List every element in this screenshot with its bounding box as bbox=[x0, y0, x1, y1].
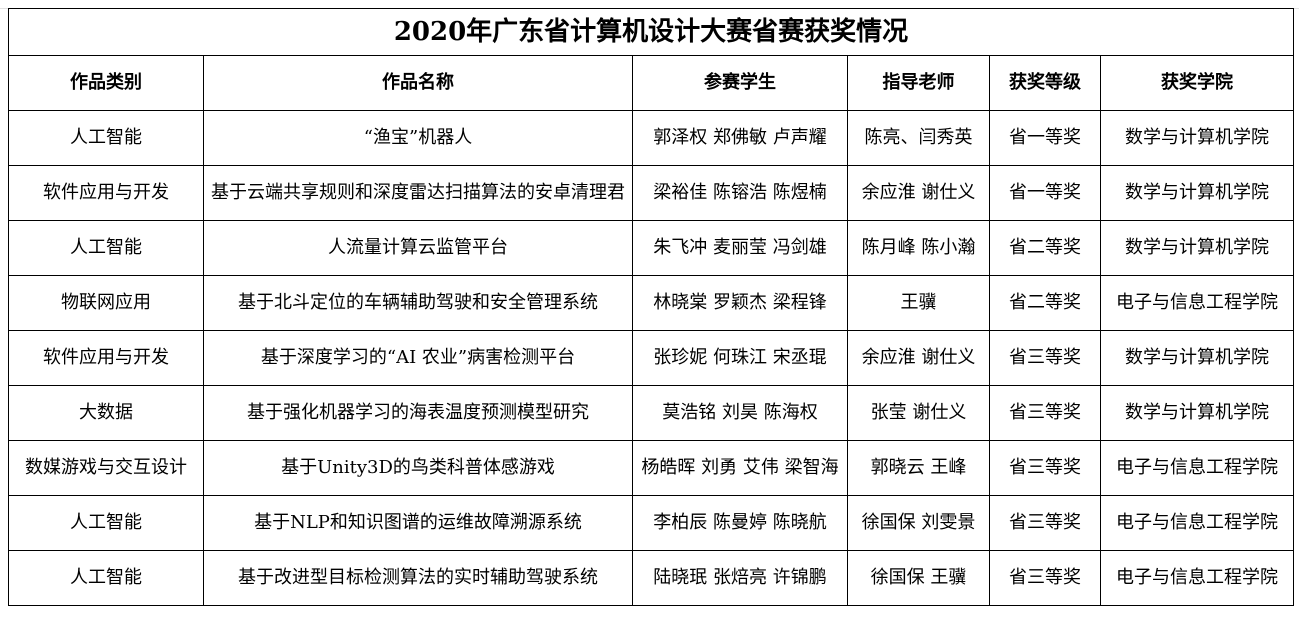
cell-work-name[interactable]: 基于北斗定位的车辆辅助驾驶和安全管理系统 bbox=[203, 275, 633, 331]
cell-award-level[interactable]: 省三等奖 bbox=[989, 330, 1101, 386]
cell-award-level[interactable]: 省三等奖 bbox=[989, 385, 1101, 441]
table-row: 软件应用与开发 基于云端共享规则和深度雷达扫描算法的安卓清理君 梁裕佳 陈镕浩 陈煜… bbox=[8, 165, 1294, 221]
cell-college[interactable]: 电子与信息工程学院 bbox=[1100, 550, 1294, 606]
header-award-level[interactable]: 获奖等级 bbox=[989, 55, 1101, 111]
cell-students[interactable]: 朱飞冲 麦丽莹 冯剑雄 bbox=[632, 220, 848, 276]
header-row: 作品类别 作品名称 参赛学生 指导老师 获奖等级 获奖学院 bbox=[8, 55, 1294, 111]
cell-work-name[interactable]: “渔宝”机器人 bbox=[203, 110, 633, 166]
title-row: 2020年广东省计算机设计大赛省赛获奖情况 bbox=[8, 8, 1294, 56]
cell-work-name[interactable]: 人流量计算云监管平台 bbox=[203, 220, 633, 276]
cell-category[interactable]: 软件应用与开发 bbox=[8, 165, 204, 221]
cell-category[interactable]: 数媒游戏与交互设计 bbox=[8, 440, 204, 496]
cell-advisors[interactable]: 徐国保 王骥 bbox=[847, 550, 990, 606]
cell-students[interactable]: 李柏辰 陈曼婷 陈晓航 bbox=[632, 495, 848, 551]
cell-students[interactable]: 梁裕佳 陈镕浩 陈煜楠 bbox=[632, 165, 848, 221]
cell-award-level[interactable]: 省二等奖 bbox=[989, 220, 1101, 276]
cell-college[interactable]: 数学与计算机学院 bbox=[1100, 220, 1294, 276]
table-title[interactable]: 2020年广东省计算机设计大赛省赛获奖情况 bbox=[8, 8, 1294, 56]
cell-students[interactable]: 杨皓晖 刘勇 艾伟 梁智海 bbox=[632, 440, 848, 496]
cell-category[interactable]: 人工智能 bbox=[8, 550, 204, 606]
cell-advisors[interactable]: 陈亮、闫秀英 bbox=[847, 110, 990, 166]
cell-award-level[interactable]: 省二等奖 bbox=[989, 275, 1101, 331]
cell-students[interactable]: 张珍妮 何珠江 宋丞琨 bbox=[632, 330, 848, 386]
table-row: 物联网应用 基于北斗定位的车辆辅助驾驶和安全管理系统 林晓棠 罗颖杰 梁程锋 王骥 省二… bbox=[8, 275, 1294, 331]
table-row: 人工智能 人流量计算云监管平台 朱飞冲 麦丽莹 冯剑雄 陈月峰 陈小瀚 省二等奖 数学与计… bbox=[8, 220, 1294, 276]
cell-work-name[interactable]: 基于NLP和知识图谱的运维故障溯源系统 bbox=[203, 495, 633, 551]
cell-work-name[interactable]: 基于改进型目标检测算法的实时辅助驾驶系统 bbox=[203, 550, 633, 606]
awards-table: 2020年广东省计算机设计大赛省赛获奖情况 作品类别 作品名称 参赛学生 指导老… bbox=[8, 8, 1294, 606]
header-advisors[interactable]: 指导老师 bbox=[847, 55, 990, 111]
cell-college[interactable]: 电子与信息工程学院 bbox=[1100, 440, 1294, 496]
cell-award-level[interactable]: 省一等奖 bbox=[989, 165, 1101, 221]
cell-category[interactable]: 软件应用与开发 bbox=[8, 330, 204, 386]
table-row: 数媒游戏与交互设计 基于Unity3D的鸟类科普体感游戏 杨皓晖 刘勇 艾伟 梁智海… bbox=[8, 440, 1294, 496]
cell-college[interactable]: 数学与计算机学院 bbox=[1100, 385, 1294, 441]
cell-college[interactable]: 电子与信息工程学院 bbox=[1100, 275, 1294, 331]
cell-college[interactable]: 数学与计算机学院 bbox=[1100, 165, 1294, 221]
cell-award-level[interactable]: 省一等奖 bbox=[989, 110, 1101, 166]
table-row: 大数据 基于强化机器学习的海表温度预测模型研究 莫浩铭 刘昊 陈海权 张莹 谢仕义 省三… bbox=[8, 385, 1294, 441]
cell-work-name[interactable]: 基于强化机器学习的海表温度预测模型研究 bbox=[203, 385, 633, 441]
cell-advisors[interactable]: 余应淮 谢仕义 bbox=[847, 165, 990, 221]
cell-college[interactable]: 数学与计算机学院 bbox=[1100, 330, 1294, 386]
header-college[interactable]: 获奖学院 bbox=[1100, 55, 1294, 111]
cell-work-name[interactable]: 基于Unity3D的鸟类科普体感游戏 bbox=[203, 440, 633, 496]
cell-students[interactable]: 莫浩铭 刘昊 陈海权 bbox=[632, 385, 848, 441]
cell-students[interactable]: 陆晓珉 张焙亮 许锦鹏 bbox=[632, 550, 848, 606]
cell-students[interactable]: 郭泽权 郑佛敏 卢声耀 bbox=[632, 110, 848, 166]
cell-category[interactable]: 人工智能 bbox=[8, 495, 204, 551]
cell-college[interactable]: 数学与计算机学院 bbox=[1100, 110, 1294, 166]
cell-advisors[interactable]: 张莹 谢仕义 bbox=[847, 385, 990, 441]
cell-advisors[interactable]: 郭晓云 王峰 bbox=[847, 440, 990, 496]
cell-work-name[interactable]: 基于云端共享规则和深度雷达扫描算法的安卓清理君 bbox=[203, 165, 633, 221]
cell-category[interactable]: 物联网应用 bbox=[8, 275, 204, 331]
cell-category[interactable]: 人工智能 bbox=[8, 110, 204, 166]
table-row: 软件应用与开发 基于深度学习的“AI 农业”病害检测平台 张珍妮 何珠江 宋丞琨 余应… bbox=[8, 330, 1294, 386]
header-category[interactable]: 作品类别 bbox=[8, 55, 204, 111]
cell-advisors[interactable]: 徐国保 刘雯景 bbox=[847, 495, 990, 551]
table-row: 人工智能 基于改进型目标检测算法的实时辅助驾驶系统 陆晓珉 张焙亮 许锦鹏 徐国保 王… bbox=[8, 550, 1294, 606]
cell-college[interactable]: 电子与信息工程学院 bbox=[1100, 495, 1294, 551]
cell-award-level[interactable]: 省三等奖 bbox=[989, 550, 1101, 606]
header-students[interactable]: 参赛学生 bbox=[632, 55, 848, 111]
cell-award-level[interactable]: 省三等奖 bbox=[989, 495, 1101, 551]
cell-category[interactable]: 人工智能 bbox=[8, 220, 204, 276]
cell-award-level[interactable]: 省三等奖 bbox=[989, 440, 1101, 496]
cell-advisors[interactable]: 余应淮 谢仕义 bbox=[847, 330, 990, 386]
header-work-name[interactable]: 作品名称 bbox=[203, 55, 633, 111]
table-row: 人工智能 “渔宝”机器人 郭泽权 郑佛敏 卢声耀 陈亮、闫秀英 省一等奖 数学与计算机学院 bbox=[8, 110, 1294, 166]
table-row: 人工智能 基于NLP和知识图谱的运维故障溯源系统 李柏辰 陈曼婷 陈晓航 徐国保 刘雯… bbox=[8, 495, 1294, 551]
cell-students[interactable]: 林晓棠 罗颖杰 梁程锋 bbox=[632, 275, 848, 331]
cell-category[interactable]: 大数据 bbox=[8, 385, 204, 441]
cell-advisors[interactable]: 王骥 bbox=[847, 275, 990, 331]
cell-work-name[interactable]: 基于深度学习的“AI 农业”病害检测平台 bbox=[203, 330, 633, 386]
cell-advisors[interactable]: 陈月峰 陈小瀚 bbox=[847, 220, 990, 276]
